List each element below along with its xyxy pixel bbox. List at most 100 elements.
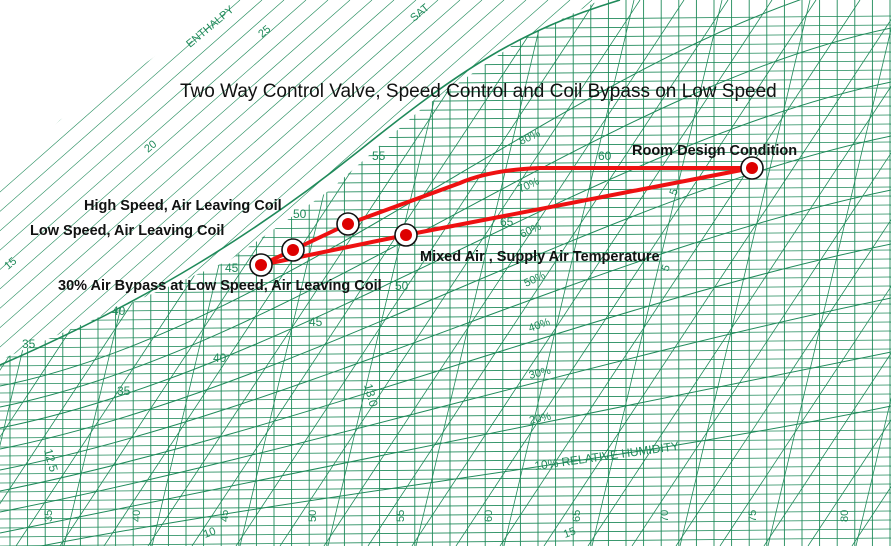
mixed-to-bypass-line xyxy=(260,233,407,267)
wet-bulb-grid-line xyxy=(147,0,509,546)
specific-volume-grid-line xyxy=(767,0,891,546)
state-points xyxy=(249,156,764,277)
humidity-grid-line xyxy=(0,384,891,394)
specific-volume-grid-line xyxy=(679,0,811,546)
specific-volume-grid-line xyxy=(0,0,19,546)
enthalpy-grid-line xyxy=(0,0,43,360)
enthalpy-grid-line xyxy=(0,0,351,360)
enthalpy-grid-line xyxy=(0,0,307,360)
rh-80-label: 80% xyxy=(517,127,542,147)
dry-bulb-label: 80 xyxy=(839,510,851,522)
rh-60-label: 60% xyxy=(518,220,543,240)
wet-bulb-label: 65 xyxy=(500,215,514,229)
high-speed-point-marker xyxy=(336,212,360,236)
humidity-grid-line xyxy=(0,240,891,250)
wet-bulb-label: 45 xyxy=(225,261,239,275)
specific-volume-label: 12.5 xyxy=(41,447,61,473)
wet-bulb-grid-line xyxy=(631,0,891,546)
wet-bulb-grid-line xyxy=(455,0,817,546)
relative-humidity-curve xyxy=(0,405,891,546)
humidity-grid-line xyxy=(0,420,891,430)
enthalpy-grid-line xyxy=(830,0,891,546)
humidity-grid-line xyxy=(0,375,891,385)
relative-humidity-curve xyxy=(0,189,891,471)
enthalpy-grid-line xyxy=(0,0,417,360)
humidity-grid-line xyxy=(0,456,891,466)
enthalpy-grid-line xyxy=(874,0,891,546)
humidity-grid-line xyxy=(0,123,891,133)
dry-bulb-label: 50 xyxy=(307,510,319,522)
humidity-grid-line xyxy=(0,474,891,484)
wet-bulb-grid-line xyxy=(499,0,861,546)
point-labels: Room Design Condition High Speed, Air Le… xyxy=(30,143,797,294)
dry-bulb-label: 55 xyxy=(395,510,407,522)
enthalpy-grid-line xyxy=(0,0,461,360)
enthalpy-axis-label: ENTHALPY xyxy=(184,3,237,50)
humidity-grid-line xyxy=(0,321,891,331)
saturation-curve xyxy=(0,0,621,366)
wet-bulb-label: 60 xyxy=(598,149,612,163)
wet-bulb-grid-line xyxy=(279,0,641,546)
humidity-grid-line xyxy=(0,501,891,511)
enthalpy-grid-line xyxy=(0,0,219,360)
specific-volume-grid-line xyxy=(855,0,891,546)
right-scale-label: 5 xyxy=(668,187,681,197)
wet-bulb-label: 40 xyxy=(213,351,227,365)
wet-bulb-grid-line xyxy=(411,0,773,546)
wet-bulb-grid-line xyxy=(807,0,891,546)
enthalpy-grid-line xyxy=(852,0,891,546)
dry-bulb-label: 40 xyxy=(131,510,143,522)
rh-20-label: 20% xyxy=(528,411,552,427)
wet-bulb-grid-line xyxy=(543,0,891,546)
low-speed-label: Low Speed, Air Leaving Coil xyxy=(30,223,224,239)
wet-bulb-grid-line xyxy=(235,0,597,546)
enthalpy-grid-line xyxy=(0,0,483,360)
enthalpy-grid-line xyxy=(0,0,373,360)
humidity-grid-line xyxy=(0,393,891,403)
specific-volume-grid-line xyxy=(415,0,547,546)
enthalpy-grid-line xyxy=(0,0,505,360)
room-to-mixed-line xyxy=(405,166,753,237)
dry-bulb-label: 70 xyxy=(659,510,671,522)
right-scale-label: 5 xyxy=(660,263,673,273)
wet-bulb-label: 40 xyxy=(112,304,126,318)
relative-humidity-curve xyxy=(0,0,891,387)
humidity-grid-line xyxy=(0,303,891,313)
wet-bulb-label: 35 xyxy=(22,337,36,351)
relative-humidity-curve xyxy=(0,243,891,492)
wet-bulb-grid-line xyxy=(851,0,891,546)
dry-bulb-label: 65 xyxy=(571,510,583,522)
humidity-grid-line xyxy=(0,492,891,502)
humidity-grid-line xyxy=(0,132,891,142)
wet-bulb-label: 35 xyxy=(117,384,131,398)
humidity-grid-line xyxy=(0,330,891,340)
humidity-grid-line xyxy=(0,348,891,358)
humidity-grid-line xyxy=(0,483,891,493)
wet-bulb-label: 55 xyxy=(372,149,386,163)
dry-bulb-label: 75 xyxy=(747,510,759,522)
wet-bulb-label: 45 xyxy=(309,315,323,329)
humidity-grid-line xyxy=(0,294,891,304)
humidity-grid-line xyxy=(0,429,891,439)
room-design-label: Room Design Condition xyxy=(632,143,797,159)
enthalpy-grid-line xyxy=(0,0,263,360)
rh-40-label: 40% xyxy=(527,316,552,335)
wet-bulb-grid-line xyxy=(0,0,25,546)
high-speed-label: High Speed, Air Leaving Coil xyxy=(84,198,282,214)
enthalpy-scale-label: 20 xyxy=(142,138,159,155)
wet-bulb-grid-line xyxy=(675,0,891,546)
wet-bulb-grid-line xyxy=(367,0,729,546)
relative-humidity-curve xyxy=(0,297,891,513)
humidity-grid-line xyxy=(0,267,891,277)
humidity-grid-line xyxy=(0,366,891,376)
mixed-air-point-marker xyxy=(394,223,418,247)
chart-title: Two Way Control Valve, Speed Control and… xyxy=(180,81,777,102)
dry-bulb-label: 45 xyxy=(219,510,231,522)
bottom-enthalpy-label: 10 xyxy=(202,525,218,540)
enthalpy-grid-line xyxy=(0,0,285,360)
enthalpy-grid-line xyxy=(0,0,395,360)
humidity-grid-line xyxy=(0,33,891,43)
bypass-point-marker xyxy=(249,253,273,277)
enthalpy-grid-line xyxy=(0,0,241,360)
